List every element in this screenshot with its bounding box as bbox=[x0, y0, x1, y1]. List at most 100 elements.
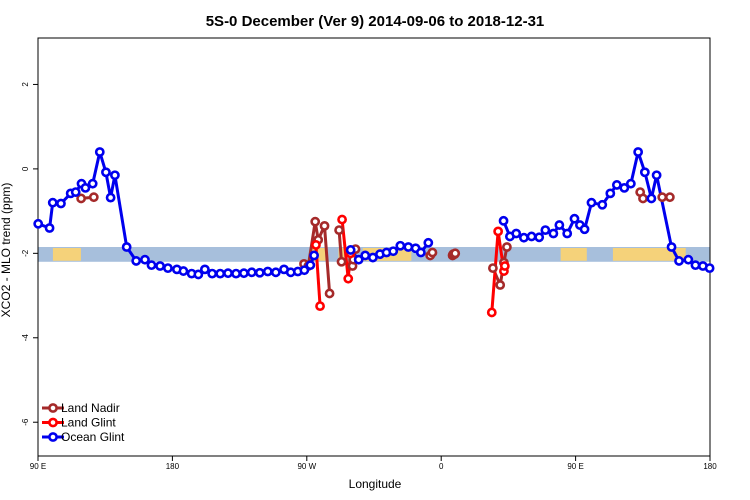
x-tick-label-4: 90 E bbox=[567, 462, 583, 471]
ocean-glint-point-74 bbox=[666, 242, 677, 252]
land-nadir-point-14 bbox=[427, 247, 438, 258]
land-glint-point-3 bbox=[343, 273, 354, 284]
ocean-glint-point-11 bbox=[105, 192, 116, 203]
y-tick-label-4: -6 bbox=[21, 418, 30, 426]
x-tick-label-2: 90 W bbox=[297, 462, 316, 471]
land-glint-point-6 bbox=[493, 226, 504, 237]
ocean-glint-point-22 bbox=[193, 269, 204, 280]
chart-title: 5S-0 December (Ver 9) 2014-09-06 to 2018… bbox=[206, 13, 545, 30]
ocean-glint-point-25 bbox=[215, 268, 226, 279]
ocean-glint-point-17 bbox=[155, 261, 165, 271]
ocean-glint-point-63 bbox=[579, 224, 590, 235]
ocean-glint-point-28 bbox=[238, 268, 249, 279]
x-tick-label-0: 90 E bbox=[30, 462, 46, 471]
ocean-glint-point-56 bbox=[534, 232, 545, 243]
land-nadir-point-9 bbox=[336, 256, 347, 267]
land-nadir-point-26 bbox=[664, 192, 675, 203]
y-axis-label: XCO2 - MLO trend (ppm) bbox=[0, 183, 13, 318]
legend-label-ocean-glint: Ocean Glint bbox=[61, 430, 125, 444]
ocean-glint-point-9 bbox=[94, 147, 105, 157]
land-nadir-point-8 bbox=[334, 225, 344, 236]
x-tick-label-3: 0 bbox=[439, 462, 444, 471]
land-segment-4 bbox=[560, 248, 587, 261]
ocean-glint-point-60 bbox=[562, 228, 573, 239]
ocean-glint-point-0 bbox=[33, 218, 44, 229]
land-glint-point-1 bbox=[315, 301, 325, 312]
ocean-glint-point-70 bbox=[633, 147, 644, 157]
ocean-glint-point-29 bbox=[246, 267, 257, 278]
ocean-glint-point-30 bbox=[254, 267, 265, 278]
ocean-glint-point-53 bbox=[511, 228, 522, 239]
x-tick-label-5: 180 bbox=[703, 462, 717, 471]
legend-label-land-glint: Land Glint bbox=[61, 416, 116, 430]
land-glint-point-8 bbox=[499, 261, 510, 271]
ocean-glint-point-79 bbox=[704, 263, 715, 274]
legend-label-land-nadir: Land Nadir bbox=[61, 401, 120, 415]
land-glint-point-0 bbox=[311, 239, 321, 250]
ocean-glint-point-47 bbox=[403, 242, 414, 252]
ocean-glint-point-57 bbox=[540, 225, 551, 236]
ocean-glint-point-69 bbox=[625, 178, 636, 189]
ocean-glint-point-10 bbox=[101, 167, 111, 178]
legend-marker-land-glint bbox=[48, 417, 58, 428]
ocean-glint-point-75 bbox=[674, 256, 684, 266]
plot-frame bbox=[37, 37, 711, 457]
land-nadir-point-4 bbox=[310, 216, 321, 227]
ocean-glint-point-36 bbox=[299, 265, 310, 276]
ocean-glint-point-23 bbox=[199, 264, 210, 275]
land-nadir-point-22 bbox=[502, 242, 512, 252]
land-nadir-point-7 bbox=[324, 288, 335, 299]
ocean-glint-point-54 bbox=[518, 232, 529, 243]
ocean-glint-point-32 bbox=[270, 267, 281, 278]
ocean-glint-point-68 bbox=[619, 182, 630, 193]
ocean-glint-point-12 bbox=[110, 170, 120, 181]
ocean-glint-point-20 bbox=[178, 266, 189, 276]
ocean-glint-point-49 bbox=[415, 247, 426, 258]
ocean-glint-point-66 bbox=[605, 188, 616, 199]
legend-marker-ocean-glint bbox=[48, 432, 58, 442]
ocean-glint-point-50 bbox=[423, 237, 434, 248]
land-nadir-point-1 bbox=[88, 192, 99, 203]
ocean-glint-point-1 bbox=[44, 223, 55, 233]
ocean-glint-point-41 bbox=[360, 250, 371, 261]
ocean-glint-point-39 bbox=[345, 245, 356, 255]
ocean-glint-point-59 bbox=[554, 220, 565, 230]
land-nadir-point-25 bbox=[657, 192, 668, 203]
ocean-glint-point-37 bbox=[305, 260, 316, 271]
land-nadir-point-24 bbox=[638, 193, 648, 204]
ocean-glint-point-24 bbox=[207, 268, 218, 279]
ocean-glint-point-45 bbox=[388, 246, 399, 257]
ocean-glint-point-64 bbox=[586, 197, 597, 208]
land-segment-5 bbox=[612, 248, 686, 261]
ocean-glint-point-73 bbox=[651, 170, 662, 181]
ocean-glint-point-7 bbox=[80, 182, 91, 193]
ocean-glint-point-51 bbox=[498, 215, 509, 226]
legend-marker-land-nadir bbox=[48, 403, 58, 413]
x-tick-label-1: 180 bbox=[166, 462, 180, 471]
ocean-glint-point-72 bbox=[646, 193, 657, 204]
ocean-glint-point-31 bbox=[262, 266, 273, 277]
ocean-glint-point-14 bbox=[131, 256, 142, 266]
ocean-glint-point-61 bbox=[569, 213, 580, 224]
land-nadir-point-18 bbox=[450, 248, 461, 259]
x-axis-label: Longitude bbox=[349, 477, 402, 491]
ocean-glint-point-40 bbox=[353, 254, 364, 265]
y-tick-label-3: -4 bbox=[21, 334, 30, 342]
ocean-glint-point-15 bbox=[140, 254, 150, 265]
ocean-glint-point-13 bbox=[121, 242, 132, 252]
ocean-glint-point-8 bbox=[87, 178, 98, 189]
ocean-glint-point-67 bbox=[611, 180, 622, 190]
ocean-glint-point-77 bbox=[690, 260, 701, 271]
ocean-glint-point-38 bbox=[309, 250, 319, 261]
ocean-glint-point-3 bbox=[56, 198, 66, 209]
land-nadir-point-20 bbox=[495, 280, 506, 290]
land-nadir-point-6 bbox=[319, 220, 330, 231]
ocean-glint-point-26 bbox=[223, 268, 233, 279]
ocean-glint-point-76 bbox=[683, 254, 694, 265]
land-glint-point-5 bbox=[486, 307, 497, 318]
ocean-glint-point-65 bbox=[597, 199, 608, 210]
ocean-glint-point-55 bbox=[526, 231, 537, 242]
y-tick-label-1: 0 bbox=[21, 166, 30, 171]
